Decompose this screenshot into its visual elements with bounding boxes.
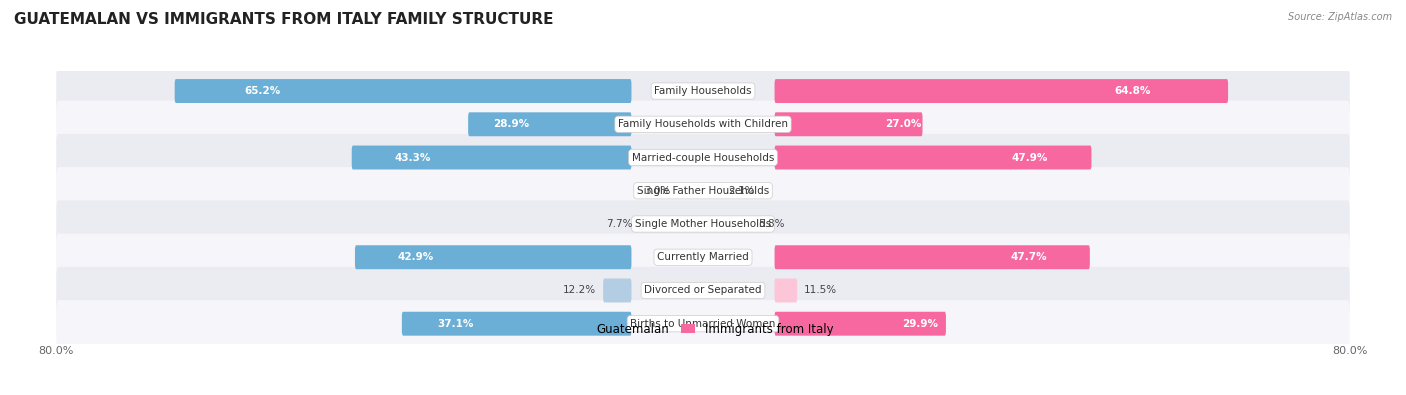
Text: Source: ZipAtlas.com: Source: ZipAtlas.com — [1288, 12, 1392, 22]
Text: 37.1%: 37.1% — [437, 319, 474, 329]
FancyBboxPatch shape — [56, 101, 1350, 148]
Text: GUATEMALAN VS IMMIGRANTS FROM ITALY FAMILY STRUCTURE: GUATEMALAN VS IMMIGRANTS FROM ITALY FAMI… — [14, 12, 554, 27]
FancyBboxPatch shape — [468, 112, 631, 136]
Text: 42.9%: 42.9% — [398, 252, 433, 262]
Text: 27.0%: 27.0% — [884, 119, 921, 129]
FancyBboxPatch shape — [775, 112, 922, 136]
Text: Divorced or Separated: Divorced or Separated — [644, 286, 762, 295]
Text: Single Father Households: Single Father Households — [637, 186, 769, 196]
FancyBboxPatch shape — [56, 200, 1350, 248]
Text: 5.8%: 5.8% — [758, 219, 785, 229]
FancyBboxPatch shape — [56, 300, 1350, 347]
FancyBboxPatch shape — [603, 278, 631, 303]
Text: 12.2%: 12.2% — [564, 286, 596, 295]
FancyBboxPatch shape — [775, 278, 797, 303]
FancyBboxPatch shape — [56, 267, 1350, 314]
Text: 64.8%: 64.8% — [1114, 86, 1150, 96]
Text: Currently Married: Currently Married — [657, 252, 749, 262]
FancyBboxPatch shape — [775, 79, 1227, 103]
Text: 65.2%: 65.2% — [245, 86, 280, 96]
FancyBboxPatch shape — [56, 233, 1350, 281]
FancyBboxPatch shape — [354, 245, 631, 269]
Text: 11.5%: 11.5% — [804, 286, 837, 295]
FancyBboxPatch shape — [56, 167, 1350, 214]
Text: 7.7%: 7.7% — [606, 219, 633, 229]
Text: 43.3%: 43.3% — [395, 152, 430, 162]
Legend: Guatemalan, Immigrants from Italy: Guatemalan, Immigrants from Italy — [568, 318, 838, 340]
Text: 3.0%: 3.0% — [644, 186, 671, 196]
FancyBboxPatch shape — [775, 312, 946, 336]
Text: Family Households: Family Households — [654, 86, 752, 96]
Text: Births to Unmarried Women: Births to Unmarried Women — [630, 319, 776, 329]
Text: 28.9%: 28.9% — [494, 119, 530, 129]
Text: 47.7%: 47.7% — [1011, 252, 1047, 262]
Text: Single Mother Households: Single Mother Households — [636, 219, 770, 229]
Text: Married-couple Households: Married-couple Households — [631, 152, 775, 162]
FancyBboxPatch shape — [352, 145, 631, 169]
FancyBboxPatch shape — [775, 245, 1090, 269]
Text: 47.9%: 47.9% — [1012, 152, 1047, 162]
Text: 29.9%: 29.9% — [903, 319, 938, 329]
FancyBboxPatch shape — [174, 79, 631, 103]
FancyBboxPatch shape — [56, 68, 1350, 115]
FancyBboxPatch shape — [775, 145, 1091, 169]
FancyBboxPatch shape — [402, 312, 631, 336]
FancyBboxPatch shape — [56, 134, 1350, 181]
Text: 2.1%: 2.1% — [728, 186, 755, 196]
Text: Family Households with Children: Family Households with Children — [619, 119, 787, 129]
